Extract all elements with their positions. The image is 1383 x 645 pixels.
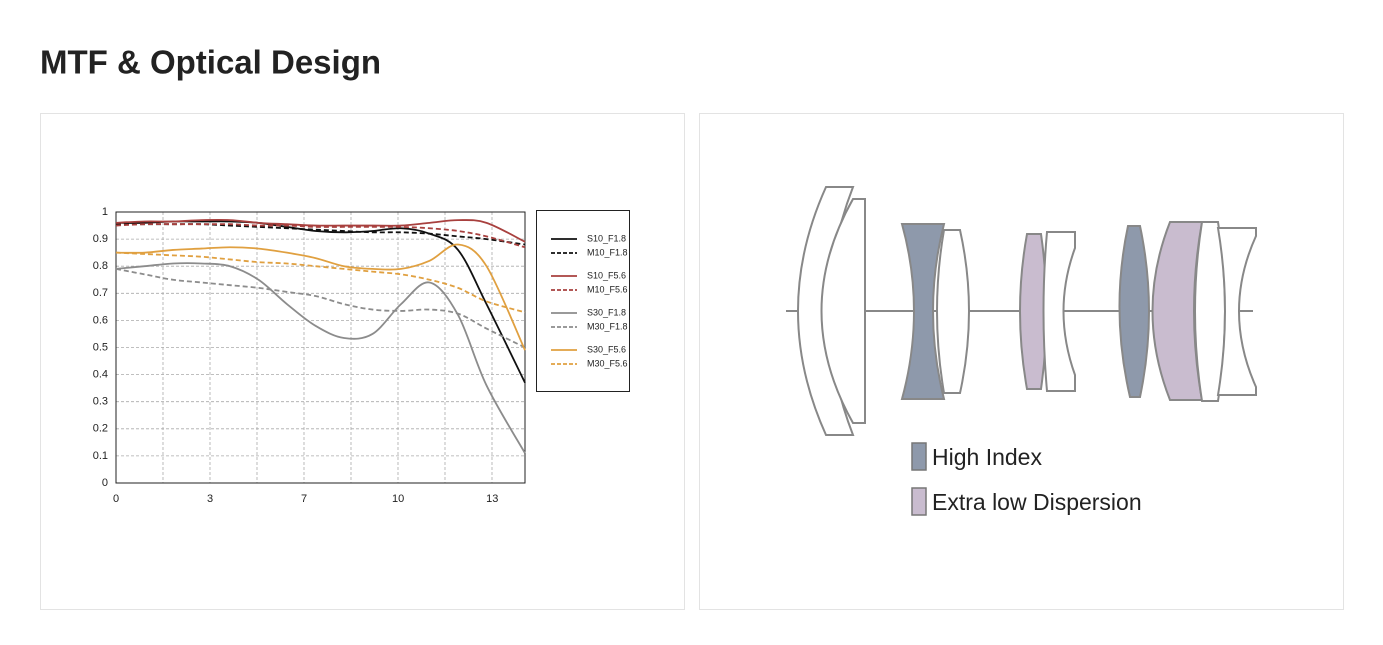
section-title: MTF & Optical Design (40, 44, 381, 81)
legend-label: S10_F5.6 (587, 270, 626, 280)
y-tick-label: 0.8 (93, 260, 108, 272)
lens-high-index (1118, 225, 1150, 398)
x-tick-label: 0 (113, 493, 119, 505)
legend-label: S30_F5.6 (587, 344, 626, 354)
y-tick-label: 0.4 (93, 369, 108, 381)
series-line (115, 262, 526, 454)
y-tick-label: 0.3 (93, 396, 108, 408)
legend-box (536, 210, 630, 392)
series-line (115, 268, 526, 349)
y-tick-label: 0 (102, 477, 108, 489)
plot-frame (115, 211, 526, 484)
legend-label: M30_F1.8 (587, 321, 628, 331)
lens (1042, 231, 1076, 392)
y-tick-label: 1 (102, 206, 108, 218)
lens-high-index (900, 223, 946, 400)
legend-label: M10_F1.8 (587, 247, 628, 257)
y-tick-label: 0.1 (93, 450, 108, 462)
series-line (115, 251, 526, 314)
y-tick-label: 0.7 (93, 287, 108, 299)
y-tick-label: 0.9 (93, 233, 108, 245)
legend-label: Extra low Dispersion (932, 489, 1142, 515)
series-line (115, 218, 526, 243)
legend-label: M10_F5.6 (587, 284, 628, 294)
lens-diagram (786, 186, 1257, 436)
legend-swatch (911, 487, 927, 516)
legend-label: M30_F5.6 (587, 358, 628, 368)
lens (1216, 227, 1257, 396)
x-tick-label: 7 (301, 493, 307, 505)
y-tick-label: 0.2 (93, 423, 108, 435)
series-line (115, 243, 526, 351)
legend-swatch (911, 442, 927, 471)
y-tick-label: 0.6 (93, 314, 108, 326)
lens (936, 229, 970, 394)
legend-label: S30_F1.8 (587, 307, 626, 317)
x-tick-label: 10 (392, 493, 404, 505)
legend-label: High Index (932, 444, 1042, 470)
x-tick-label: 3 (207, 493, 213, 505)
lens (820, 198, 866, 424)
series-line (115, 223, 526, 249)
x-tick-label: 13 (486, 493, 498, 505)
y-tick-label: 0.5 (93, 341, 108, 353)
legend-label: S10_F1.8 (587, 233, 626, 243)
